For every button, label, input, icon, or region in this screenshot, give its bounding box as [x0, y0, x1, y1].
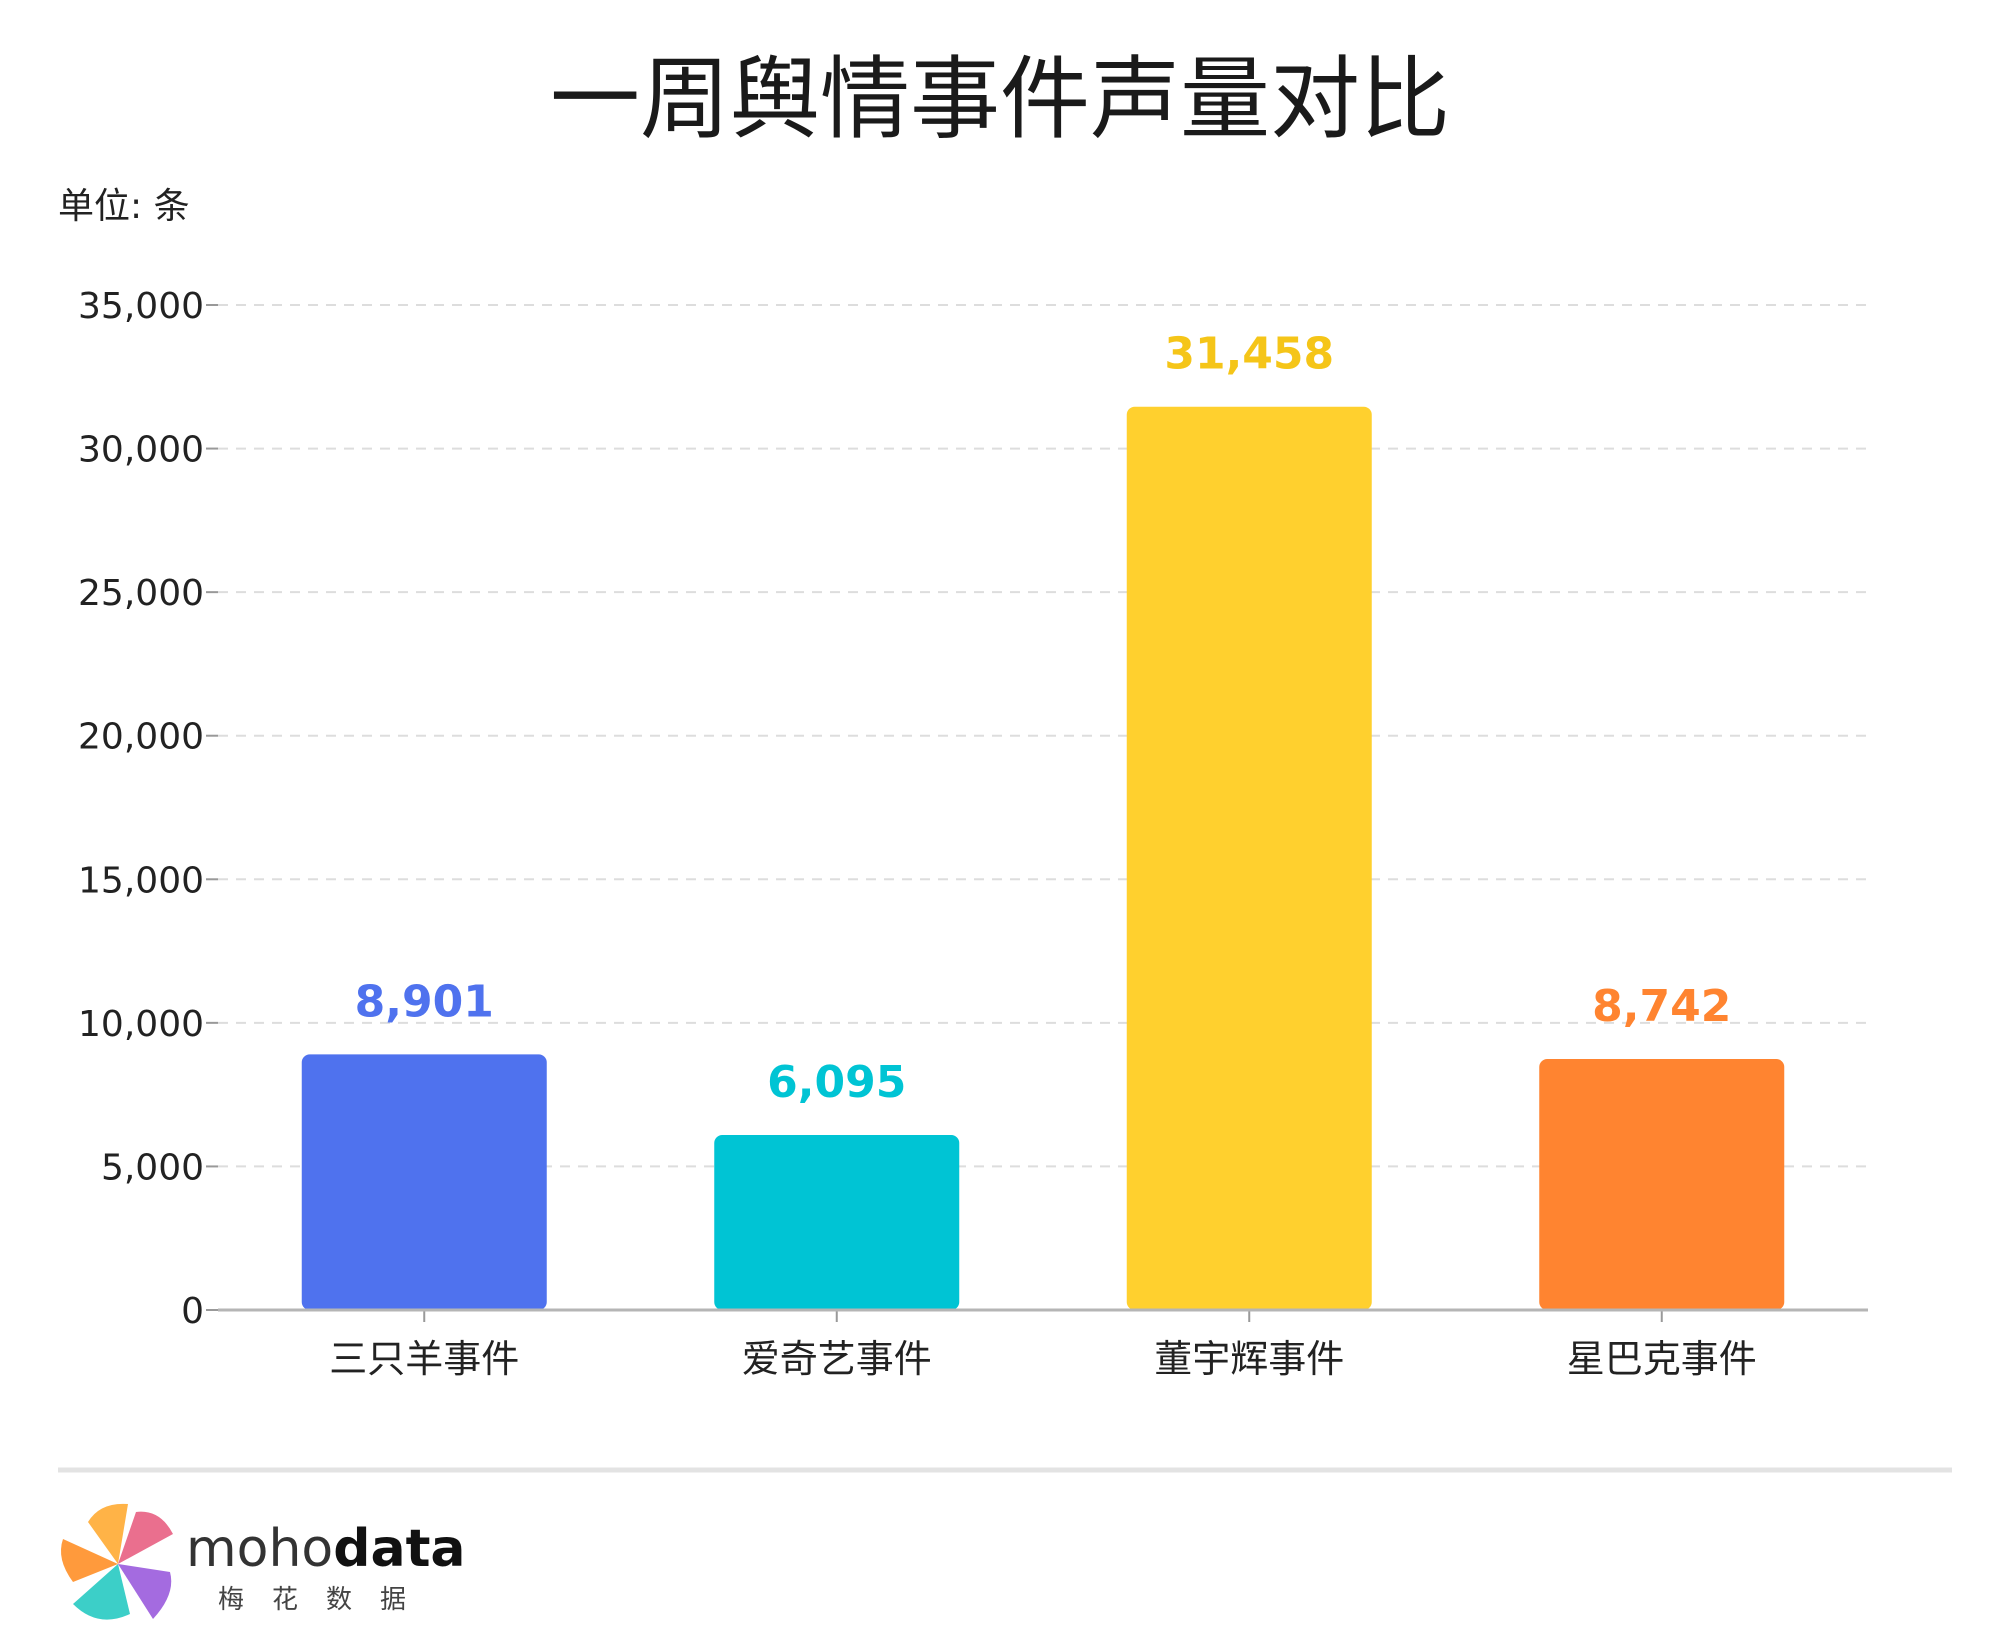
y-tick-label: 35,000 [78, 286, 204, 327]
bar [1126, 406, 1372, 1310]
y-tick-label: 15,000 [78, 860, 204, 901]
chart-title: 一周舆情事件声量对比 [550, 47, 1450, 152]
data-label: 6,095 [767, 1057, 906, 1108]
brand-subtitle: 梅花数据 [218, 1585, 434, 1615]
y-axis: 0 5,000 10,000 15,000 20,000 25,000 30,000 35,0… [78, 286, 218, 1332]
x-tick-label: 爱奇艺事件 [742, 1337, 932, 1381]
unit-label: 单位: 条 [58, 186, 190, 227]
data-label: 8,742 [1592, 981, 1731, 1032]
data-label: 8,901 [355, 976, 494, 1027]
brand-name-bold: data [333, 1519, 465, 1579]
x-tick-label: 三只羊事件 [329, 1337, 519, 1381]
y-tick-label: 10,000 [78, 1004, 204, 1045]
pinwheel-logo-icon [60, 1503, 173, 1620]
x-tick-label: 董宇辉事件 [1154, 1337, 1344, 1381]
y-tick-label: 0 [181, 1291, 204, 1332]
y-tick-label: 5,000 [101, 1147, 204, 1188]
y-tick-label: 20,000 [78, 717, 204, 758]
data-label: 31,458 [1164, 329, 1334, 380]
bar [301, 1054, 547, 1310]
bar [1539, 1058, 1785, 1310]
x-tick-label: 星巴克事件 [1567, 1337, 1757, 1381]
bars [301, 406, 1785, 1310]
gridlines [218, 304, 1868, 1168]
brand-name-light: moho [186, 1519, 333, 1579]
bar [714, 1134, 960, 1310]
y-tick-label: 30,000 [78, 430, 204, 471]
x-axis: 三只羊事件 爱奇艺事件 董宇辉事件 星巴克事件 [218, 1308, 1868, 1381]
y-tick-label: 25,000 [78, 573, 204, 614]
data-labels: 8,901 6,095 31,458 8,742 [355, 329, 1732, 1108]
brand-wordmark: mohodata [186, 1519, 466, 1579]
